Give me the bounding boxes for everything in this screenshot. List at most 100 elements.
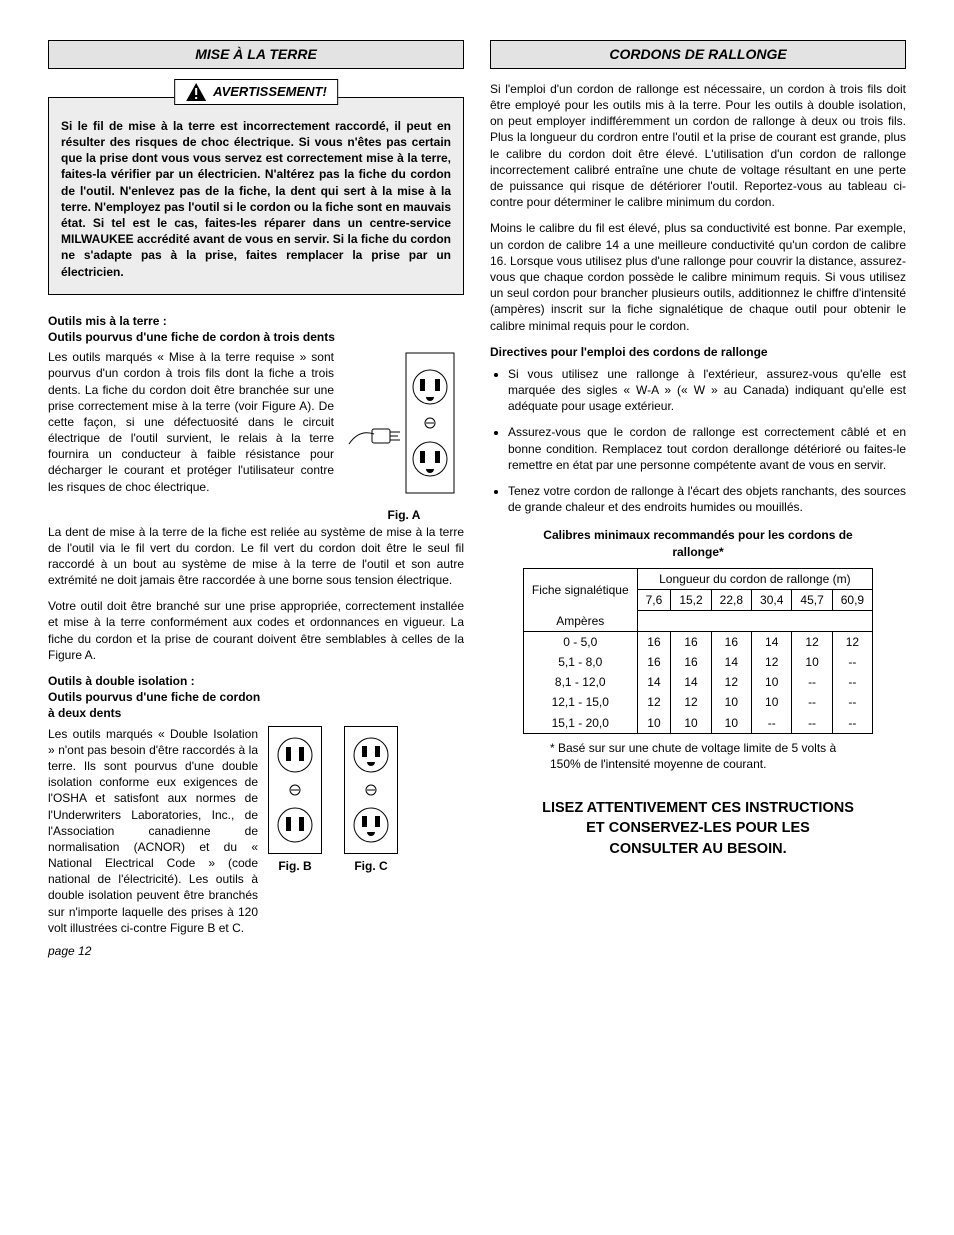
table-cell: 10 bbox=[671, 713, 711, 734]
outlet-b-bottom-icon bbox=[275, 805, 315, 845]
table-cell: 22,8 bbox=[711, 589, 751, 610]
outlet-two-prong-straight bbox=[268, 726, 322, 854]
page-number: page 12 bbox=[48, 944, 91, 958]
table-cell: 30,4 bbox=[752, 589, 792, 610]
table-cell: -- bbox=[792, 713, 832, 734]
table-row: 12,1 - 15,0 12 12 10 10 -- -- bbox=[523, 692, 872, 712]
subhead2-line1: Outils à double isolation : bbox=[48, 674, 195, 688]
table-cell: -- bbox=[832, 713, 872, 734]
table-cell: 5,1 - 8,0 bbox=[523, 652, 637, 672]
table-cell: 0 - 5,0 bbox=[523, 631, 637, 652]
figure-b: Fig. B bbox=[268, 726, 322, 874]
subhead-line1: Outils mis à la terre : bbox=[48, 314, 167, 328]
gauge-table-wrap: Fiche signalétique Longueur du cordon de… bbox=[490, 568, 906, 734]
outlet-grounded-icon bbox=[344, 349, 464, 499]
table-cell: 10 bbox=[752, 672, 792, 692]
warning-label-text: AVERTISSEMENT! bbox=[213, 83, 327, 101]
notice-line2: ET CONSERVEZ-LES POUR LES bbox=[586, 820, 810, 836]
warning-label: AVERTISSEMENT! bbox=[174, 79, 338, 105]
table-cell: 12 bbox=[711, 672, 751, 692]
page: MISE À LA TERRE AVERTISSEMENT! Si le fil… bbox=[0, 0, 954, 976]
para-with-figs-bc: Les outils marqués « Double Isolation » … bbox=[48, 726, 464, 936]
table-row: 5,1 - 8,0 16 16 14 12 10 -- bbox=[523, 652, 872, 672]
table-title: Calibres minimaux recommandés pour les c… bbox=[530, 527, 866, 559]
table-cell: 12 bbox=[637, 692, 671, 712]
table-cell: 8,1 - 12,0 bbox=[523, 672, 637, 692]
para1: Les outils marqués « Mise à la terre req… bbox=[48, 349, 334, 495]
rowhdr-line1: Fiche signalétique bbox=[532, 583, 629, 597]
table-rowhdr: Fiche signalétique bbox=[523, 568, 637, 610]
subhead-grounded-tools: Outils mis à la terre : Outils pourvus d… bbox=[48, 313, 464, 345]
table-cell: 14 bbox=[671, 672, 711, 692]
subhead-double-insulated: Outils à double isolation : Outils pourv… bbox=[48, 673, 268, 722]
screw-icon bbox=[364, 783, 378, 797]
two-column-layout: MISE À LA TERRE AVERTISSEMENT! Si le fil… bbox=[48, 40, 906, 936]
left-section-header: MISE À LA TERRE bbox=[48, 40, 464, 69]
outlet-two-prong-ground bbox=[344, 726, 398, 854]
notice-line3: CONSULTER AU BESOIN. bbox=[609, 841, 786, 857]
left-column: MISE À LA TERRE AVERTISSEMENT! Si le fil… bbox=[48, 40, 464, 936]
table-cell: -- bbox=[792, 692, 832, 712]
fig-c-caption: Fig. C bbox=[344, 858, 398, 874]
table-cell: 10 bbox=[711, 713, 751, 734]
directives-list: Si vous utilisez une rallonge à l'extéri… bbox=[490, 366, 906, 516]
table-footnote: * Basé sur sur une chute de voltage limi… bbox=[550, 740, 866, 772]
table-cell: -- bbox=[752, 713, 792, 734]
table-cell: -- bbox=[792, 672, 832, 692]
fig-b-caption: Fig. B bbox=[268, 858, 322, 874]
table-cell: 12 bbox=[671, 692, 711, 712]
para-with-fig-a: Les outils marqués « Mise à la terre req… bbox=[48, 349, 464, 523]
table-cell: 10 bbox=[792, 652, 832, 672]
table-cell: 60,9 bbox=[832, 589, 872, 610]
warning-box-wrap: AVERTISSEMENT! Si le fil de mise à la te… bbox=[48, 97, 464, 295]
gauge-table: Fiche signalétique Longueur du cordon de… bbox=[523, 568, 873, 734]
notice-line1: LISEZ ATTENTIVEMENT CES INSTRUCTIONS bbox=[542, 800, 854, 816]
right-para2: Moins le calibre du fil est élevé, plus … bbox=[490, 220, 906, 333]
table-cell: 16 bbox=[671, 631, 711, 652]
list-item: Tenez votre cordon de rallonge à l'écart… bbox=[508, 483, 906, 515]
final-notice: LISEZ ATTENTIVEMENT CES INSTRUCTIONS ET … bbox=[490, 798, 906, 859]
table-cell: 14 bbox=[711, 652, 751, 672]
outlet-c-bottom-icon bbox=[351, 805, 391, 845]
table-cell: 16 bbox=[711, 631, 751, 652]
fig-a-caption: Fig. A bbox=[344, 507, 464, 523]
table-cell: 10 bbox=[711, 692, 751, 712]
list-item: Si vous utilisez une rallonge à l'extéri… bbox=[508, 366, 906, 415]
table-cell: 16 bbox=[637, 652, 671, 672]
table-cell: 12,1 - 15,0 bbox=[523, 692, 637, 712]
para2: La dent de mise à la terre de la fiche e… bbox=[48, 524, 464, 589]
table-cell: 16 bbox=[637, 631, 671, 652]
table-cell: 14 bbox=[637, 672, 671, 692]
right-para1: Si l'emploi d'un cordon de rallonge est … bbox=[490, 81, 906, 211]
table-cell: 12 bbox=[792, 631, 832, 652]
table-cell: 16 bbox=[671, 652, 711, 672]
table-row: 8,1 - 12,0 14 14 12 10 -- -- bbox=[523, 672, 872, 692]
table-cell: 14 bbox=[752, 631, 792, 652]
outlet-b-top-icon bbox=[275, 735, 315, 775]
table-cell: 45,7 bbox=[792, 589, 832, 610]
warning-triangle-icon bbox=[185, 82, 207, 102]
list-item: Assurez-vous que le cordon de rallonge e… bbox=[508, 424, 906, 473]
table-cell: -- bbox=[832, 692, 872, 712]
table-cell: 12 bbox=[752, 652, 792, 672]
subhead2-line2: Outils pourvus d'une fiche de cordon à d… bbox=[48, 690, 260, 720]
right-section-header: CORDONS DE RALLONGE bbox=[490, 40, 906, 69]
subhead-line2: Outils pourvus d'une fiche de cordon à t… bbox=[48, 330, 335, 344]
figure-a: Fig. A bbox=[344, 349, 464, 523]
table-rowhdr2: Ampères bbox=[523, 611, 637, 632]
table-cell: -- bbox=[832, 652, 872, 672]
figures-bc: Fig. B Fig. C bbox=[268, 726, 398, 874]
table-spacer bbox=[637, 611, 872, 632]
table-colhdr: Longueur du cordon de rallonge (m) bbox=[637, 568, 872, 589]
warning-text: Si le fil de mise à la terre est incorre… bbox=[48, 97, 464, 295]
table-cell: -- bbox=[832, 672, 872, 692]
table-cell: 10 bbox=[752, 692, 792, 712]
table-cell: 15,2 bbox=[671, 589, 711, 610]
figure-c: Fig. C bbox=[344, 726, 398, 874]
table-cell: 12 bbox=[832, 631, 872, 652]
table-row: 15,1 - 20,0 10 10 10 -- -- -- bbox=[523, 713, 872, 734]
screw-icon bbox=[288, 783, 302, 797]
directives-heading: Directives pour l'emploi des cordons de … bbox=[490, 344, 906, 360]
outlet-c-top-icon bbox=[351, 735, 391, 775]
table-cell: 10 bbox=[637, 713, 671, 734]
